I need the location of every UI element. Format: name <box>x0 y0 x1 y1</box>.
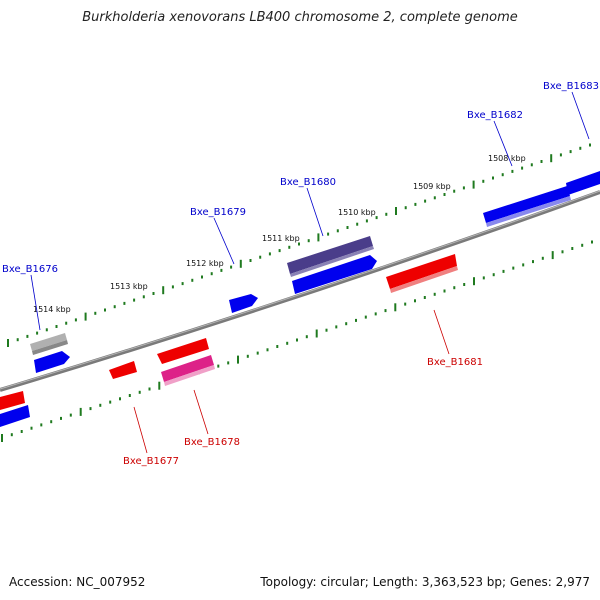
kbp-label: 1509 kbp <box>413 182 451 191</box>
map-title: Burkholderia xenovorans LB400 chromosome… <box>82 10 518 25</box>
gene-feature-reverse[interactable] <box>157 338 209 364</box>
kbp-label: 1508 kbp <box>488 154 526 163</box>
gene-feature-pink[interactable] <box>161 355 215 386</box>
gene-feature-grey[interactable] <box>30 333 68 355</box>
gene-feature-purple[interactable] <box>287 236 374 277</box>
gene-label-forward[interactable]: Bxe_B1676 <box>2 264 58 275</box>
gene-feature-forward[interactable] <box>483 186 571 227</box>
gene-label-forward[interactable]: Bxe_B1679 <box>190 207 246 218</box>
gene-label-reverse[interactable]: Bxe_B1681 <box>427 357 483 368</box>
genome-stats-text: Topology: circular; Length: 3,363,523 bp… <box>260 575 590 589</box>
gene-feature-forward[interactable] <box>34 351 70 373</box>
gene-feature-reverse[interactable] <box>386 254 458 293</box>
kbp-label: 1510 kbp <box>338 208 376 217</box>
gene-feature-forward[interactable] <box>229 294 258 313</box>
chromosome-backbone <box>0 190 600 392</box>
accession-text: Accession: NC_007952 <box>9 575 146 589</box>
gene-feature-forward[interactable] <box>0 405 30 427</box>
gene-label-forward[interactable]: Bxe_B1683 <box>543 81 599 92</box>
kbp-label: 1514 kbp <box>33 305 71 314</box>
gene-feature-reverse[interactable] <box>109 361 137 379</box>
gene-feature-reverse[interactable] <box>0 391 25 410</box>
kbp-label: 1511 kbp <box>262 234 300 243</box>
kbp-label: 1512 kbp <box>186 259 224 268</box>
kbp-label: 1513 kbp <box>110 282 148 291</box>
gene-label-forward[interactable]: Bxe_B1682 <box>467 110 523 121</box>
gene-feature-forward[interactable] <box>566 171 600 195</box>
gene-label-forward[interactable]: Bxe_B1680 <box>280 177 336 188</box>
gene-label-reverse[interactable]: Bxe_B1677 <box>123 456 179 467</box>
gene-feature-forward[interactable] <box>292 255 377 294</box>
gene-label-reverse[interactable]: Bxe_B1678 <box>184 437 240 448</box>
forward-scale-ticks <box>7 143 591 347</box>
